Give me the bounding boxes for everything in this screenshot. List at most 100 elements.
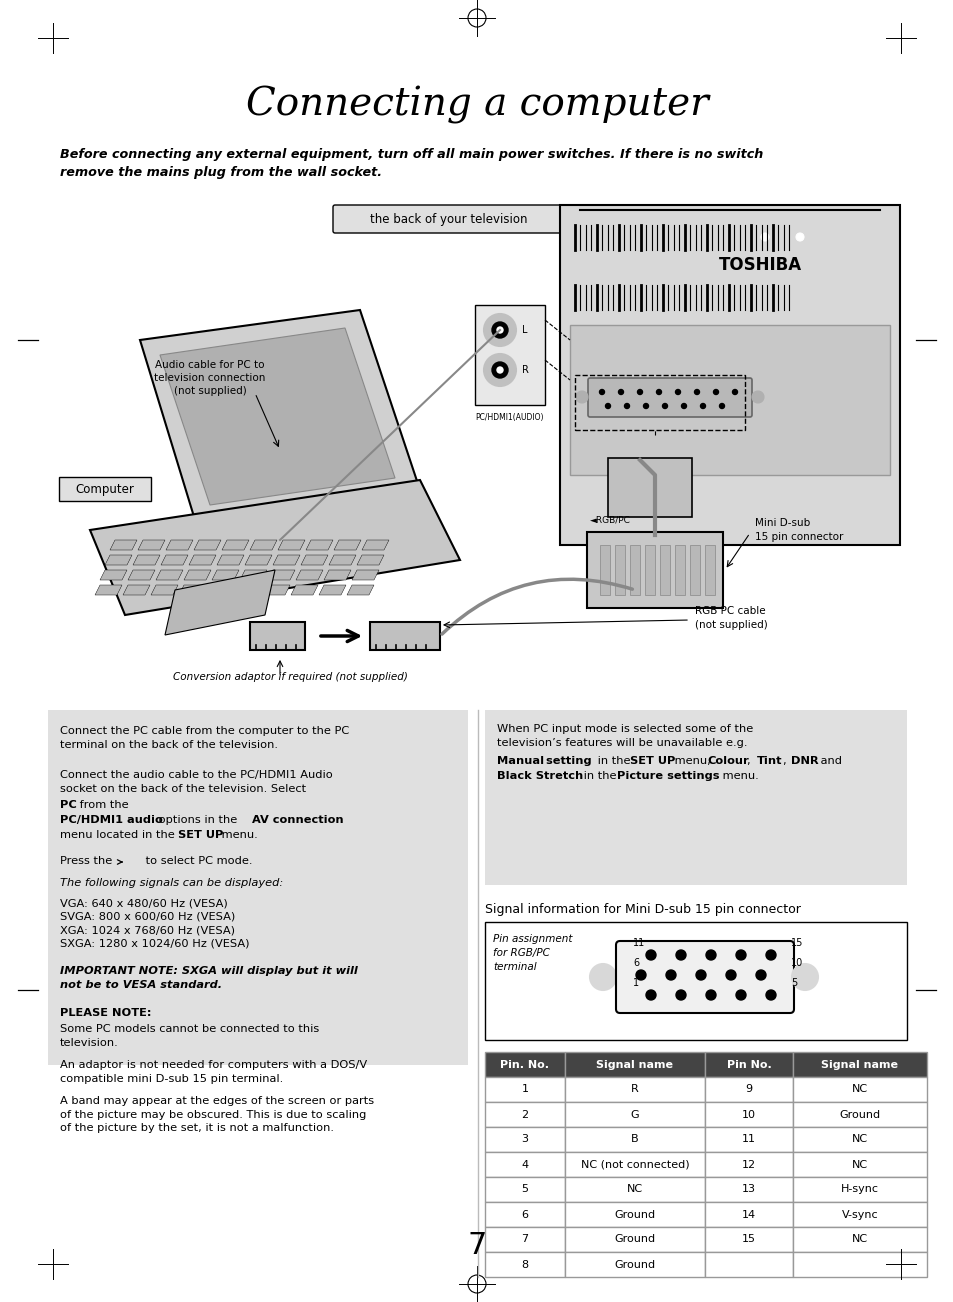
Polygon shape (361, 540, 389, 549)
Text: SET UP: SET UP (178, 829, 223, 840)
Circle shape (765, 990, 775, 1000)
Circle shape (713, 389, 718, 395)
Circle shape (732, 389, 737, 395)
Text: 4: 4 (521, 1160, 528, 1169)
Bar (484, 1226, 564, 1253)
Text: 1: 1 (521, 1085, 528, 1095)
Text: the back of your television: the back of your television (370, 212, 527, 225)
Circle shape (696, 970, 705, 980)
Polygon shape (245, 555, 272, 565)
Bar (370, 622, 439, 650)
Text: PC/HDMI1(AUDIO): PC/HDMI1(AUDIO) (476, 413, 543, 422)
Circle shape (694, 389, 699, 395)
Bar (484, 1052, 564, 1077)
Bar (792, 1052, 926, 1077)
Text: G: G (630, 1109, 639, 1120)
Text: Connect the audio cable to the PC/HDMI1 Audio
socket on the back of the televisi: Connect the audio cable to the PC/HDMI1 … (60, 769, 333, 794)
Text: NC: NC (851, 1085, 867, 1095)
FancyBboxPatch shape (587, 378, 751, 417)
Text: menu.: menu. (218, 829, 257, 840)
Text: Connect the PC cable from the computer to the PC
terminal on the back of the tel: Connect the PC cable from the computer t… (60, 727, 349, 750)
Text: 11: 11 (741, 1134, 755, 1144)
Text: Ground: Ground (614, 1210, 655, 1220)
Text: Connecting a computer: Connecting a computer (245, 86, 708, 124)
Text: 7: 7 (521, 1234, 528, 1245)
Text: Black Stretch: Black Stretch (497, 771, 582, 781)
Polygon shape (295, 570, 323, 579)
Text: Some PC models cannot be connected to this
television.: Some PC models cannot be connected to th… (60, 1023, 319, 1048)
Text: Signal information for Mini D-sub 15 pin connector: Signal information for Mini D-sub 15 pin… (484, 904, 800, 917)
Text: Ground: Ground (839, 1109, 880, 1120)
Circle shape (492, 322, 507, 339)
Text: AV connection: AV connection (252, 815, 343, 825)
Polygon shape (301, 555, 328, 565)
Bar (484, 1152, 564, 1177)
Bar (704, 1202, 792, 1226)
Bar (484, 1077, 564, 1101)
Polygon shape (95, 585, 122, 595)
Text: An adaptor is not needed for computers with a DOS/V
compatible mini D-sub 15 pin: An adaptor is not needed for computers w… (60, 1060, 367, 1083)
Text: Ground: Ground (614, 1234, 655, 1245)
Bar (484, 1101, 564, 1128)
Circle shape (675, 389, 679, 395)
Text: menu,: menu, (670, 756, 714, 766)
Polygon shape (105, 555, 132, 565)
Polygon shape (207, 585, 233, 595)
Polygon shape (240, 570, 267, 579)
Text: Computer: Computer (75, 483, 134, 496)
Text: in the: in the (594, 756, 634, 766)
Circle shape (636, 970, 645, 980)
Text: 9: 9 (744, 1085, 752, 1095)
Polygon shape (90, 480, 459, 615)
Bar (484, 1177, 564, 1202)
Circle shape (643, 404, 648, 409)
Text: RGB PC cable
(not supplied): RGB PC cable (not supplied) (695, 607, 767, 630)
Bar (704, 546, 714, 595)
Circle shape (497, 327, 502, 333)
Polygon shape (356, 555, 384, 565)
Bar (792, 1226, 926, 1253)
Bar (564, 1152, 704, 1177)
Text: NC: NC (851, 1134, 867, 1144)
Polygon shape (318, 585, 346, 595)
Polygon shape (184, 570, 211, 579)
Bar (564, 1226, 704, 1253)
Text: 6: 6 (521, 1210, 528, 1220)
Text: The following signals can be displayed:: The following signals can be displayed: (60, 878, 283, 888)
Polygon shape (222, 540, 249, 549)
Text: and: and (816, 756, 841, 766)
Text: Colour: Colour (706, 756, 748, 766)
Polygon shape (165, 570, 274, 635)
Bar (644, 546, 655, 595)
Text: ,: , (782, 756, 789, 766)
Bar (629, 546, 639, 595)
Bar (689, 546, 700, 595)
Circle shape (676, 990, 685, 1000)
Text: Before connecting any external equipment, turn off all main power switches. If t: Before connecting any external equipment… (60, 148, 762, 161)
Circle shape (576, 391, 587, 404)
FancyBboxPatch shape (586, 533, 722, 608)
Bar (250, 622, 305, 650)
Polygon shape (156, 570, 183, 579)
Text: 5: 5 (521, 1185, 528, 1194)
Text: R: R (521, 365, 528, 375)
Text: from the: from the (76, 799, 129, 810)
Text: 7: 7 (467, 1230, 486, 1259)
Bar (704, 1226, 792, 1253)
Polygon shape (329, 555, 355, 565)
Text: 12: 12 (741, 1160, 756, 1169)
Polygon shape (277, 540, 305, 549)
Text: 11: 11 (633, 937, 644, 948)
Text: options in the: options in the (154, 815, 240, 825)
Circle shape (760, 233, 768, 241)
Text: VGA: 640 x 480/60 Hz (VESA)
SVGA: 800 x 600/60 Hz (VESA)
XGA: 1024 x 768/60 Hz (: VGA: 640 x 480/60 Hz (VESA) SVGA: 800 x … (60, 898, 250, 949)
Bar (484, 1202, 564, 1226)
Bar (564, 1253, 704, 1277)
Polygon shape (268, 570, 294, 579)
Circle shape (492, 362, 507, 378)
Polygon shape (161, 555, 188, 565)
Text: V-sync: V-sync (841, 1210, 878, 1220)
Text: Pin. No.: Pin. No. (500, 1060, 549, 1069)
Circle shape (765, 950, 775, 960)
Circle shape (725, 970, 735, 980)
